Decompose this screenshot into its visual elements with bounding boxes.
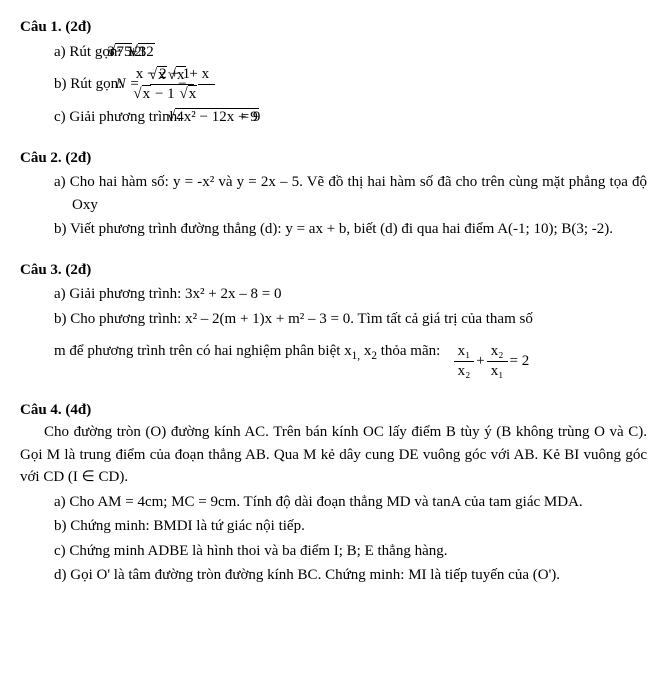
sqrt-icon: 12 — [147, 41, 154, 64]
t: − 1 — [151, 86, 174, 102]
q1-b-frac2: x + x x — [198, 66, 214, 103]
q3-a-label: a) — [54, 286, 66, 302]
question-1: Câu 1. (2đ) a) Rút gọn: 3 75 − 12 3 + 12… — [20, 16, 647, 129]
q4-a-text: Cho AM = 4cm; MC = 9cm. Tính độ dài đoạn… — [69, 494, 582, 510]
sub1: 1, — [352, 350, 360, 362]
q2-b-label: b) — [54, 221, 67, 237]
q2-a-text: Cho hai hàm số: y = -x² và y = 2x – 5. V… — [70, 174, 647, 213]
q3-b-line1: b) Cho phương trình: x² – 2(m + 1)x + m²… — [54, 308, 647, 331]
q2-title: Câu 2. (2đ) — [20, 147, 647, 170]
q1-c-eq: = 9 — [259, 106, 267, 129]
q4-b-label: b) — [54, 518, 67, 534]
q1-b: b) Rút gọn: N = x − 2x + 1 x − 1 − x + x… — [54, 65, 647, 104]
q1-b-f2-num: x + x — [198, 66, 214, 85]
t: x — [360, 343, 371, 359]
q1-a-label: a) — [54, 44, 66, 60]
t: x₁ — [487, 362, 508, 380]
q3-b-text1: Cho phương trình: x² – 2(m + 1)x + m² – … — [70, 311, 533, 327]
q4-a: a) Cho AM = 4cm; MC = 9cm. Tính độ dài đ… — [54, 491, 647, 514]
q3-a: a) Giải phương trình: 3x² + 2x – 8 = 0 — [54, 283, 647, 306]
q3-b-line2: m để phương trình trên có hai nghiệm phâ… — [54, 332, 647, 381]
q4-c: c) Chứng minh ADBE là hình thoi và ba đi… — [54, 540, 647, 563]
t: + x — [186, 66, 209, 82]
q4-b-text: Chứng minh: BMDI là tứ giác nội tiếp. — [70, 518, 305, 534]
q3-b-expr: x₁ x₂ + x₂ x₁ = 2 — [452, 342, 530, 381]
q4-d: d) Gọi O' là tâm đường tròn đường kính B… — [54, 564, 647, 587]
sub2: 2 — [371, 350, 377, 362]
q2-a-label: a) — [54, 174, 66, 190]
q2-b-text: Viết phương trình đường thẳng (d): y = a… — [70, 221, 613, 237]
q3-b-frac1: x₁ x₂ — [454, 343, 475, 379]
q4-c-text: Chứng minh ADBE là hình thoi và ba điểm … — [69, 543, 447, 559]
q2-a: a) Cho hai hàm số: y = -x² và y = 2x – 5… — [54, 171, 647, 216]
q3-b-label: b) — [54, 311, 67, 327]
q3-title: Câu 3. (2đ) — [20, 259, 647, 282]
eq: = 2 — [510, 342, 530, 381]
t: x₂ — [487, 343, 508, 362]
t: x — [142, 85, 152, 102]
q1-a: a) Rút gọn: 3 75 − 12 3 + 12 — [54, 41, 647, 64]
q1-b-f2-den: x — [198, 85, 214, 103]
q1-title: Câu 1. (2đ) — [20, 16, 647, 39]
t: x — [176, 66, 186, 83]
q4-title: Câu 4. (4đ) — [20, 399, 647, 422]
q1-a-rad3: 12 — [138, 43, 155, 60]
q3-b-text2: m để phương trình trên có hai nghiệm phâ… — [54, 343, 352, 359]
q3-b-text4: thỏa mãn: — [381, 343, 441, 359]
q1-c-expr: 4x² − 12x + 9 = 9 — [185, 106, 266, 129]
q2-b: b) Viết phương trình đường thẳng (d): y … — [54, 218, 647, 241]
q4-b: b) Chứng minh: BMDI là tứ giác nội tiếp. — [54, 515, 647, 538]
q1-c-label: c) — [54, 109, 66, 125]
q4-c-label: c) — [54, 543, 66, 559]
q1-b-text: Rút gọn: — [70, 76, 122, 92]
plus: + — [476, 342, 484, 381]
q1-c: c) Giải phương trình: 4x² − 12x + 9 = 9 — [54, 106, 647, 129]
q1-b-label: b) — [54, 76, 67, 92]
q4-d-text: Gọi O' là tâm đường tròn đường kính BC. … — [70, 567, 560, 583]
q4-d-label: d) — [54, 567, 67, 583]
t: x₂ — [454, 362, 475, 380]
q1-c-text: Giải phương trình: — [69, 109, 181, 125]
question-3: Câu 3. (2đ) a) Giải phương trình: 3x² + … — [20, 259, 647, 381]
q3-b-frac2: x₂ x₁ — [487, 343, 508, 379]
t: x — [157, 66, 167, 83]
q3-a-text: Giải phương trình: 3x² + 2x – 8 = 0 — [69, 286, 281, 302]
q1-b-expr: N = x − 2x + 1 x − 1 − x + x x — [134, 65, 217, 104]
question-2: Câu 2. (2đ) a) Cho hai hàm số: y = -x² v… — [20, 147, 647, 241]
t: x — [188, 85, 198, 102]
t: x₁ — [454, 343, 475, 362]
q4-intro: Cho đường tròn (O) đường kính AC. Trên b… — [20, 421, 647, 489]
q4-a-label: a) — [54, 494, 66, 510]
question-4: Câu 4. (4đ) Cho đường tròn (O) đường kín… — [20, 399, 647, 587]
q1-a-expr: 3 75 − 12 3 + 12 — [125, 41, 154, 64]
